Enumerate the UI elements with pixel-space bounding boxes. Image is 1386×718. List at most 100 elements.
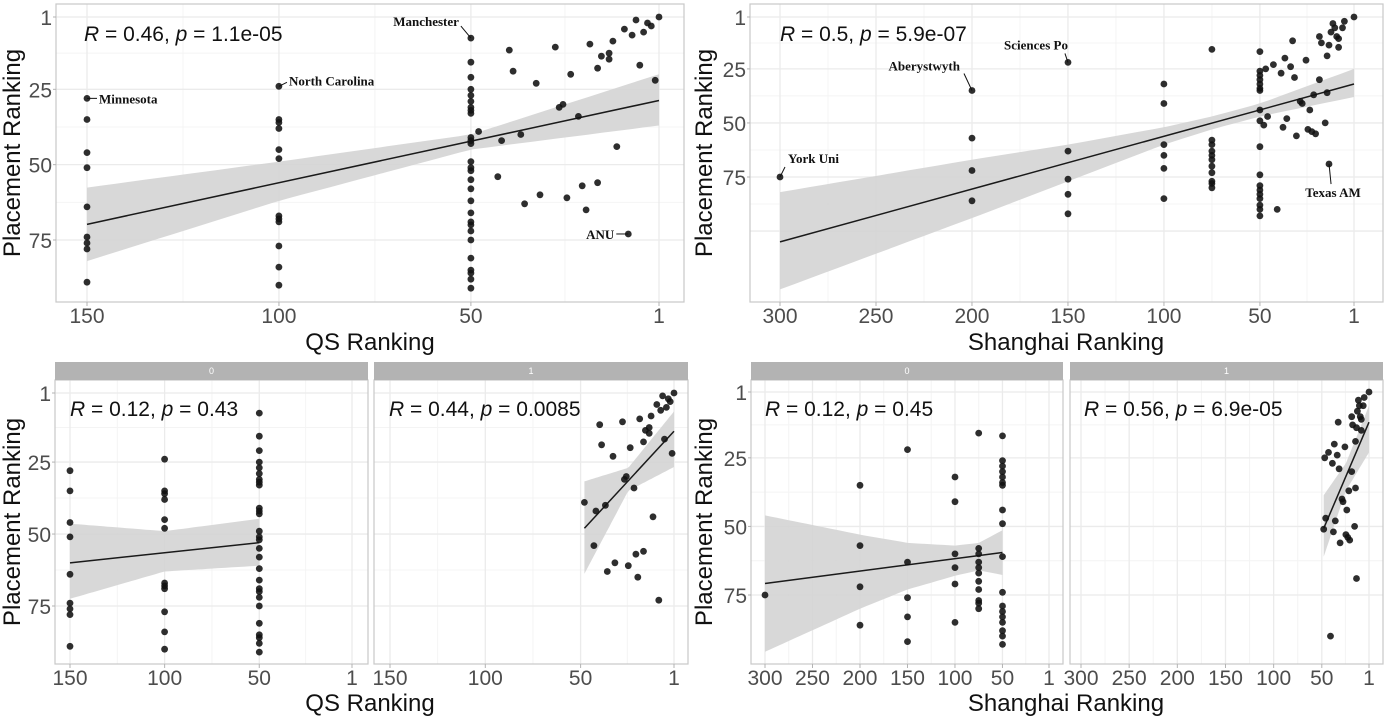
p-label: p [856,398,869,421]
correlation-stat: R = 0.56, p = 6.9e-05 [1084,398,1283,421]
y-tick-label: 25 [28,452,51,475]
data-point [1352,484,1359,492]
data-point [1329,459,1336,467]
data-point [856,542,864,549]
data-point [1064,175,1072,183]
data-point [999,553,1006,560]
data-point [1346,536,1354,544]
data-point [1341,443,1349,451]
correlation-stat: R = 0.44, p = 0.0085 [389,398,581,421]
data-point [640,28,647,36]
data-point [999,506,1006,514]
data-point [670,389,678,397]
data-point [640,547,647,555]
data-point [1298,100,1306,107]
data-point [653,401,661,408]
data-point [467,140,475,148]
panel-border [749,3,1384,303]
data-point [467,197,475,205]
correlation-stat: R = 0.5, p = 5.9e-07 [780,23,967,46]
data-point [255,432,263,440]
annotation-label: Minnesota [99,91,158,106]
data-point [856,481,864,489]
facet-strip [55,362,368,380]
data-point [255,602,263,610]
data-point [1310,91,1318,99]
data-point [467,269,475,277]
data-point [161,496,169,503]
facet-strip [751,362,1063,380]
data-point [1306,106,1314,114]
data-point [66,570,74,578]
x-tick-label: 150 [69,305,104,328]
data-point [596,421,604,429]
data-point [1262,65,1270,73]
data-point [647,22,655,30]
data-point [624,230,632,238]
data-point [594,179,601,187]
data-point [605,55,613,63]
data-point [1331,24,1339,32]
x-tick-label: 100 [1146,305,1181,328]
data-point [999,520,1006,528]
data-point [255,545,263,552]
p-text: = 1.1e-05 [187,23,282,46]
annotation-label: Sciences Po [1004,37,1068,52]
data-point [999,462,1006,470]
data-point [1160,141,1168,149]
data-point [467,221,475,229]
data-point [666,398,674,405]
data-point [975,577,983,585]
data-point [255,594,263,601]
data-point [1293,132,1300,140]
x-tick-label: 1 [346,667,358,690]
data-point [856,621,864,629]
data-point [66,642,74,650]
data-point [975,569,983,577]
x-tick-label: 250 [1112,667,1147,690]
data-point [1256,212,1264,220]
x-tick-label: 100 [937,667,972,690]
data-point [1352,438,1359,445]
x-tick-label: 200 [954,305,989,328]
data-point [663,404,670,411]
data-point [1348,413,1356,421]
data-point [1316,33,1323,40]
data-point [1345,487,1353,495]
panel-shanghai-all: York Uni Aberystwyth Sciences Po Texas AM 30… [723,3,1384,328]
data-point [1365,388,1373,396]
p-text: = 0.45 [868,398,933,421]
x-tick-label: 100 [147,667,182,690]
x-tick-label: 150 [372,667,407,690]
data-point [575,113,582,120]
data-point [1208,46,1216,53]
data-point [275,155,283,163]
data-point [1339,498,1347,506]
y-axis-title: Placement Ranking [0,49,26,257]
data-point [968,134,976,142]
data-point [632,16,640,24]
data-point [1335,35,1342,42]
regression-line [86,99,660,226]
data-point [1343,506,1351,514]
data-point [999,627,1006,635]
data-point [255,409,263,417]
data-point [467,236,475,244]
data-point [275,146,283,154]
x-tick-label: 300 [1063,667,1098,690]
data-point [161,524,169,532]
data-point [161,585,169,593]
facet-strip-label: 1 [1224,366,1229,376]
data-point [83,116,91,123]
data-point [1256,171,1264,179]
annotation-leader-line [460,25,472,39]
x-tick-label: 150 [1208,667,1243,690]
data-point [1208,184,1216,192]
r-text: = 0.56, [1099,398,1175,421]
p-label: p [480,398,493,421]
data-point [904,558,911,566]
data-point [613,143,621,151]
data-point [467,254,475,262]
